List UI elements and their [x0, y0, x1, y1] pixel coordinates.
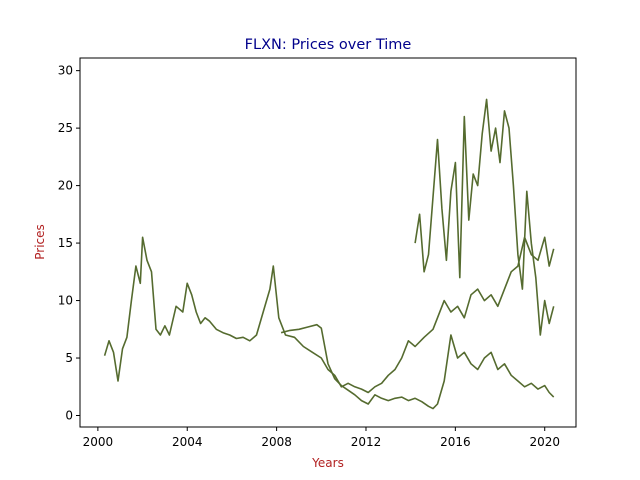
chart-title: FLXN: Prices over Time — [245, 37, 412, 53]
x-tick-label: 2004 — [172, 435, 203, 449]
y-tick-label: 25 — [58, 121, 73, 135]
y-tick-label: 0 — [65, 409, 73, 423]
series-line-1 — [103, 236, 555, 394]
y-tick-label: 20 — [58, 179, 73, 193]
plot-area — [103, 98, 555, 410]
y-axis-ticks: 0 5 10 15 20 25 30 — [58, 64, 80, 423]
y-tick-label: 30 — [58, 64, 73, 78]
y-tick-label: 5 — [65, 351, 73, 365]
series-line-3 — [414, 98, 555, 336]
x-axis-ticks: 2000 2004 2008 2012 2016 2020 — [83, 427, 560, 449]
axes-frame — [79, 57, 577, 428]
x-tick-label: 2020 — [529, 435, 560, 449]
x-tick-label: 2016 — [440, 435, 471, 449]
series-line-2 — [280, 323, 555, 410]
x-axis-label: Years — [311, 456, 344, 470]
y-tick-label: 15 — [58, 236, 73, 250]
y-tick-label: 10 — [58, 294, 73, 308]
x-tick-label: 2000 — [83, 435, 114, 449]
x-tick-label: 2012 — [351, 435, 382, 449]
x-tick-label: 2008 — [261, 435, 292, 449]
y-axis-label: Prices — [33, 224, 47, 260]
